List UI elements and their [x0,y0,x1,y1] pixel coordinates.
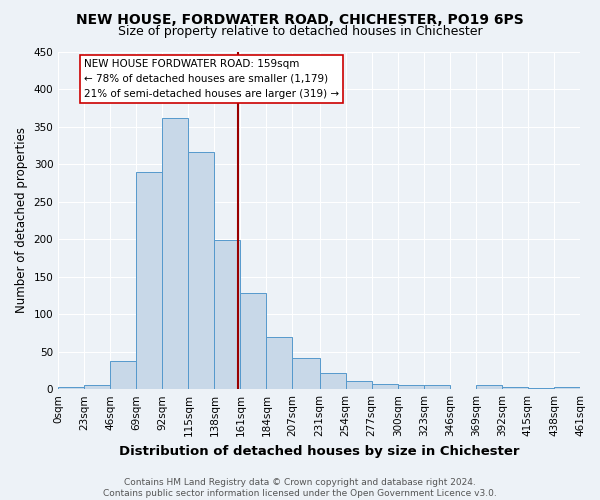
Bar [84,386,110,389]
Text: NEW HOUSE, FORDWATER ROAD, CHICHESTER, PO19 6PS: NEW HOUSE, FORDWATER ROAD, CHICHESTER, P… [76,12,524,26]
Text: Size of property relative to detached houses in Chichester: Size of property relative to detached ho… [118,25,482,38]
Bar [58,387,84,389]
Bar [346,381,372,389]
X-axis label: Distribution of detached houses by size in Chichester: Distribution of detached houses by size … [119,444,520,458]
Bar [292,358,320,389]
Bar [554,387,580,389]
Bar [398,386,424,389]
Bar [188,152,214,389]
Bar [110,362,136,389]
Bar [502,387,528,389]
Bar [424,386,450,389]
Text: Contains HM Land Registry data © Crown copyright and database right 2024.
Contai: Contains HM Land Registry data © Crown c… [103,478,497,498]
Bar [372,384,398,389]
Text: NEW HOUSE FORDWATER ROAD: 159sqm
← 78% of detached houses are smaller (1,179)
21: NEW HOUSE FORDWATER ROAD: 159sqm ← 78% o… [84,59,340,98]
Bar [476,384,502,389]
Bar [136,172,163,389]
Bar [241,293,266,389]
Bar [528,388,554,389]
Y-axis label: Number of detached properties: Number of detached properties [15,128,28,314]
Bar [320,372,346,389]
Bar [266,336,292,389]
Bar [214,240,241,389]
Bar [163,118,188,389]
